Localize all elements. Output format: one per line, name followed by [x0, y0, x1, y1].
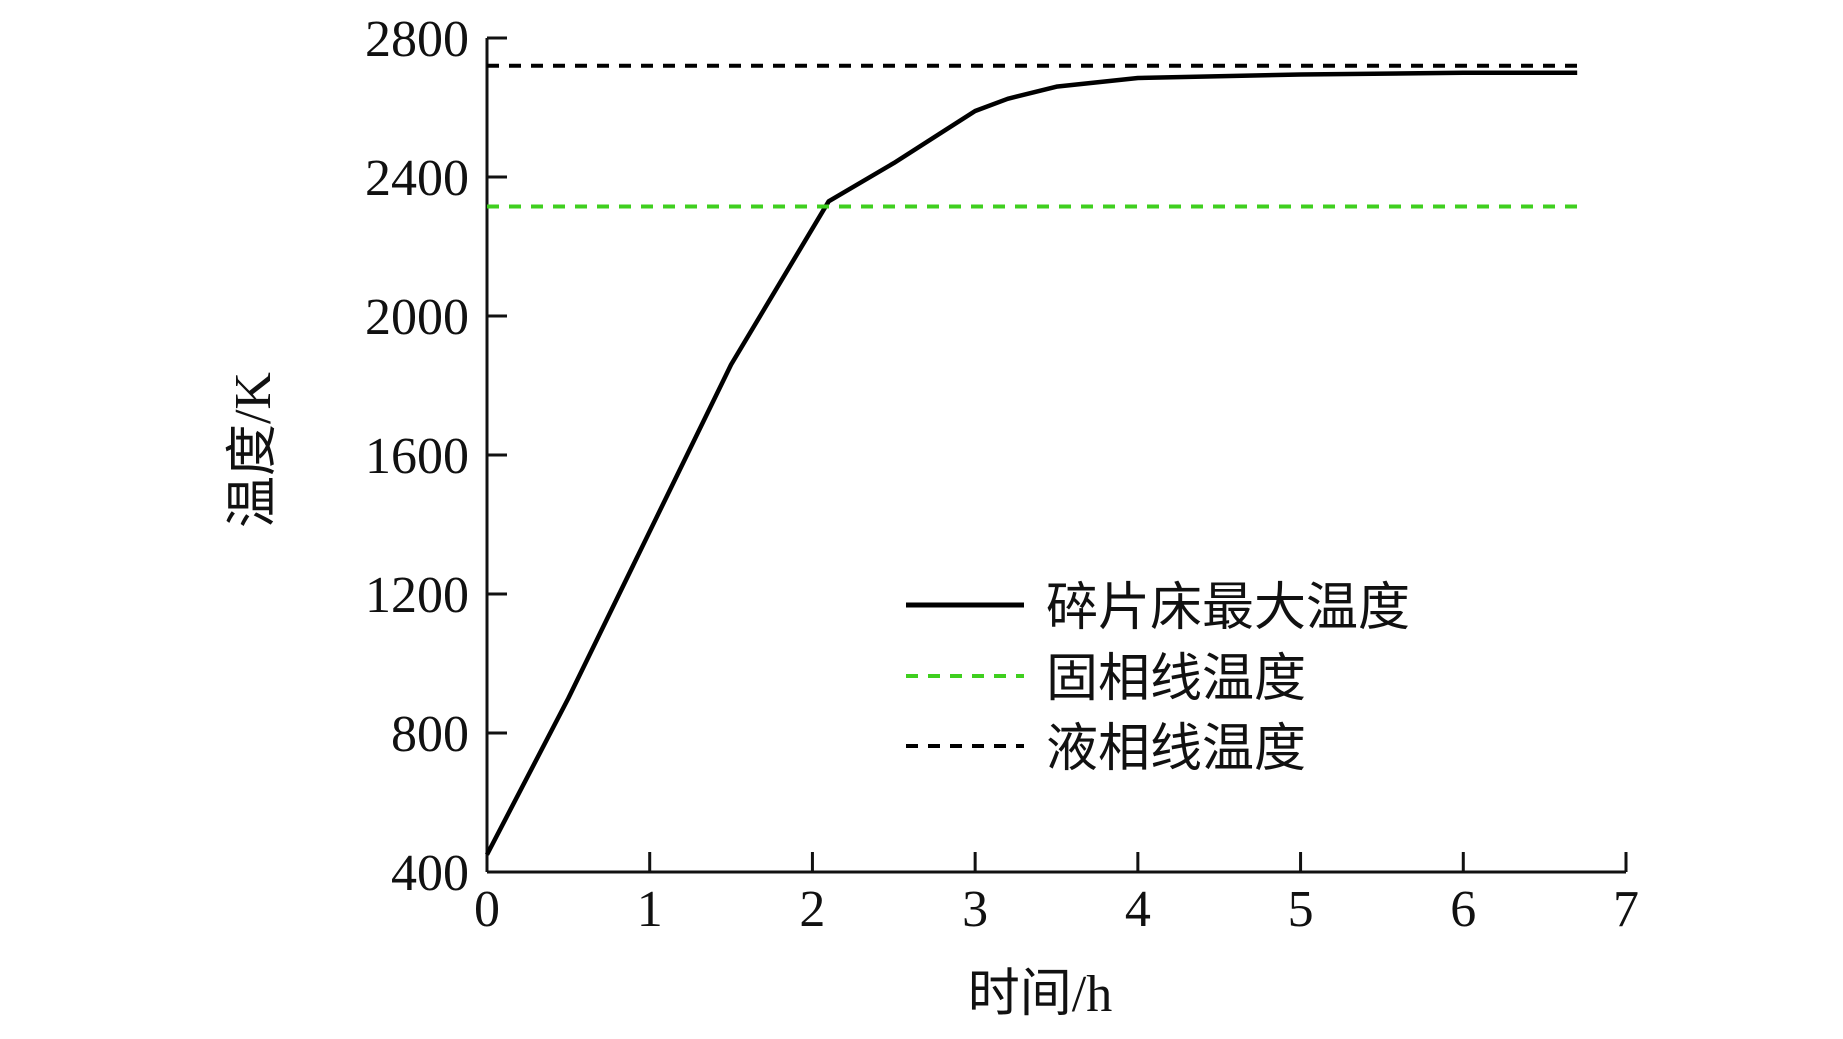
y-tick-label: 1200	[365, 567, 469, 624]
legend-label-1: 碎片床最大温度	[1046, 580, 1410, 637]
y-tick-label: 400	[391, 845, 469, 902]
y-axis-label: 温度/K	[225, 372, 282, 528]
x-tick-label: 1	[637, 881, 663, 938]
series-line-1	[485, 70, 1578, 856]
axes-layer: 0 1 2 3 4 5 6 7 400 800 1200 1600 2000 2400 2800	[365, 11, 1639, 938]
x-tick-label: 3	[962, 881, 988, 938]
y-tick-label: 1600	[365, 428, 469, 485]
y-tick-label: 2800	[365, 11, 469, 68]
y-tick-label: 2400	[365, 150, 469, 207]
label-layer: 时间/h 温度/K	[225, 372, 1112, 1023]
y-tick-label: 2000	[365, 289, 469, 346]
x-tick-label: 6	[1450, 881, 1476, 938]
x-tick-label: 5	[1288, 881, 1314, 938]
x-tick-label: 0	[474, 881, 500, 938]
x-tick-label: 4	[1125, 881, 1151, 938]
x-tick-label: 2	[799, 881, 825, 938]
x-tick-label: 7	[1613, 881, 1639, 938]
legend-label-3: 液相线温度	[1046, 721, 1306, 778]
x-axis-label: 时间/h	[968, 966, 1112, 1023]
y-tick-label: 800	[391, 706, 469, 763]
series-layer	[485, 63, 1578, 856]
legend-label-2: 固相线温度	[1046, 651, 1306, 708]
